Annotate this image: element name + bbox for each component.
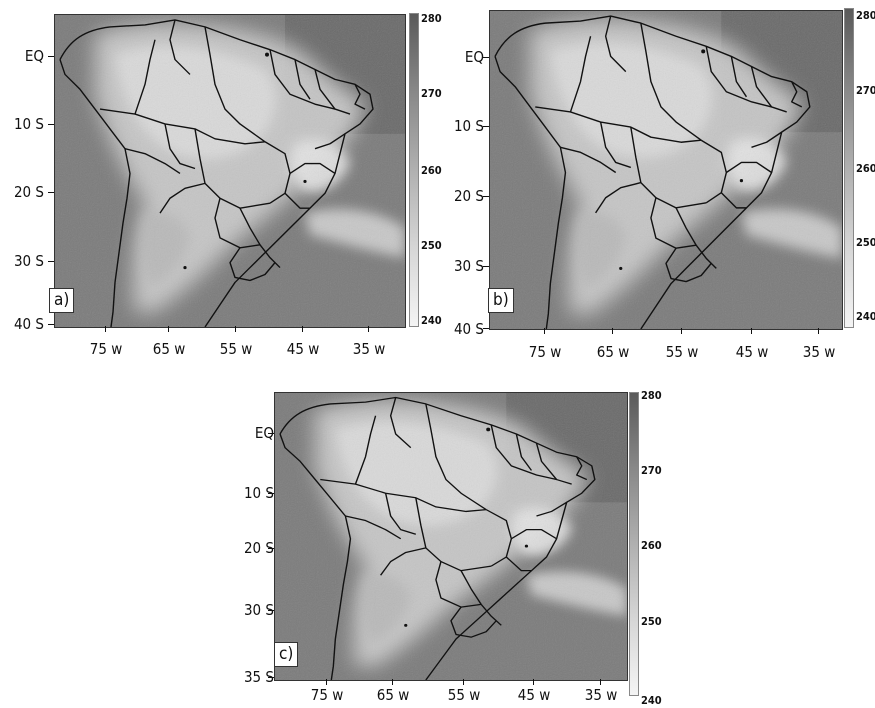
lon-label: 75 w xyxy=(310,686,344,704)
lon-label: 35 w xyxy=(352,340,386,358)
lat-label: 40 S xyxy=(453,320,484,338)
panel-letter: b) xyxy=(488,288,514,313)
colorbar-label: 260 xyxy=(421,164,442,177)
colorbar-label: 240 xyxy=(856,310,875,323)
lon-tick xyxy=(600,679,601,685)
map-image xyxy=(274,392,628,681)
colorbar-label: 260 xyxy=(641,539,662,552)
colorbar-label: 250 xyxy=(641,615,662,628)
lat-tick xyxy=(48,56,54,57)
lon-tick xyxy=(533,679,534,685)
lon-label: 75 w xyxy=(89,340,123,358)
lat-tick xyxy=(268,433,274,434)
panel-c: c) EQ 10 S 20 S 30 S 35 S 75 w 65 w 55 w… xyxy=(220,380,662,708)
colorbar xyxy=(844,8,854,328)
lon-tick xyxy=(105,326,106,332)
panel-letter: a) xyxy=(49,288,75,313)
lat-label: 30 S xyxy=(13,252,44,270)
lat-tick xyxy=(48,192,54,193)
lat-label: EQ xyxy=(24,47,44,65)
lat-label: EQ xyxy=(254,424,274,442)
lat-label: 10 S xyxy=(13,115,44,133)
colorbar-label: 250 xyxy=(856,236,875,249)
lon-tick xyxy=(235,326,236,332)
colorbar-label: 270 xyxy=(856,84,875,97)
lat-tick xyxy=(483,328,489,329)
colorbar-label: 240 xyxy=(641,694,662,707)
lat-tick xyxy=(48,261,54,262)
colorbar-label: 280 xyxy=(641,389,662,402)
lon-label: 75 w xyxy=(528,343,562,361)
lon-tick xyxy=(368,326,369,332)
lon-tick xyxy=(326,679,327,685)
lon-tick xyxy=(463,679,464,685)
lat-label: EQ xyxy=(464,48,484,66)
lon-label: 55 w xyxy=(219,340,253,358)
lon-label: 55 w xyxy=(665,343,699,361)
lon-tick xyxy=(168,326,169,332)
colorbar-label: 270 xyxy=(641,464,662,477)
lat-tick xyxy=(268,610,274,611)
lat-label: 40 S xyxy=(13,315,44,333)
lon-tick xyxy=(818,328,819,334)
lon-label: 45 w xyxy=(286,340,320,358)
panel-letter: c) xyxy=(274,642,299,667)
lat-label: 20 S xyxy=(453,187,484,205)
lat-tick xyxy=(268,548,274,549)
lon-label: 45 w xyxy=(735,343,769,361)
lat-label: 10 S xyxy=(453,117,484,135)
colorbar-label: 250 xyxy=(421,239,442,252)
colorbar-label: 260 xyxy=(856,162,875,175)
colorbar-label: 240 xyxy=(421,314,442,327)
lon-label: 65 w xyxy=(376,686,410,704)
map-image xyxy=(489,10,843,330)
colorbar-label: 280 xyxy=(856,9,875,22)
lon-label: 35 w xyxy=(584,686,618,704)
panel-b: b) EQ 10 S 20 S 30 S 40 S 75 w 65 w 55 w… xyxy=(440,0,875,370)
lat-label: 20 S xyxy=(243,539,274,557)
lon-tick xyxy=(392,679,393,685)
colorbar-label: 270 xyxy=(421,87,442,100)
lat-tick xyxy=(48,324,54,325)
lat-tick xyxy=(483,126,489,127)
lat-label: 35 S xyxy=(243,668,274,686)
lon-tick xyxy=(544,328,545,334)
colorbar xyxy=(409,13,419,327)
colorbar-label: 280 xyxy=(421,12,442,25)
panel-a: a) EQ 10 S 20 S 30 S 40 S 75 w 65 w 55 w… xyxy=(0,0,442,365)
lon-tick xyxy=(302,326,303,332)
lon-label: 65 w xyxy=(152,340,186,358)
lat-label: 20 S xyxy=(13,183,44,201)
lat-tick xyxy=(268,677,274,678)
lon-tick xyxy=(612,328,613,334)
lat-label: 10 S xyxy=(243,484,274,502)
lat-tick xyxy=(483,196,489,197)
lat-tick xyxy=(268,493,274,494)
lat-label: 30 S xyxy=(453,257,484,275)
lon-label: 35 w xyxy=(802,343,836,361)
colorbar xyxy=(629,392,639,696)
lat-tick xyxy=(48,124,54,125)
lon-label: 55 w xyxy=(447,686,481,704)
lat-tick xyxy=(483,266,489,267)
lat-tick xyxy=(483,57,489,58)
map-image xyxy=(54,14,406,328)
lon-tick xyxy=(751,328,752,334)
lon-tick xyxy=(681,328,682,334)
lon-label: 45 w xyxy=(517,686,551,704)
lat-label: 30 S xyxy=(243,601,274,619)
lon-label: 65 w xyxy=(596,343,630,361)
